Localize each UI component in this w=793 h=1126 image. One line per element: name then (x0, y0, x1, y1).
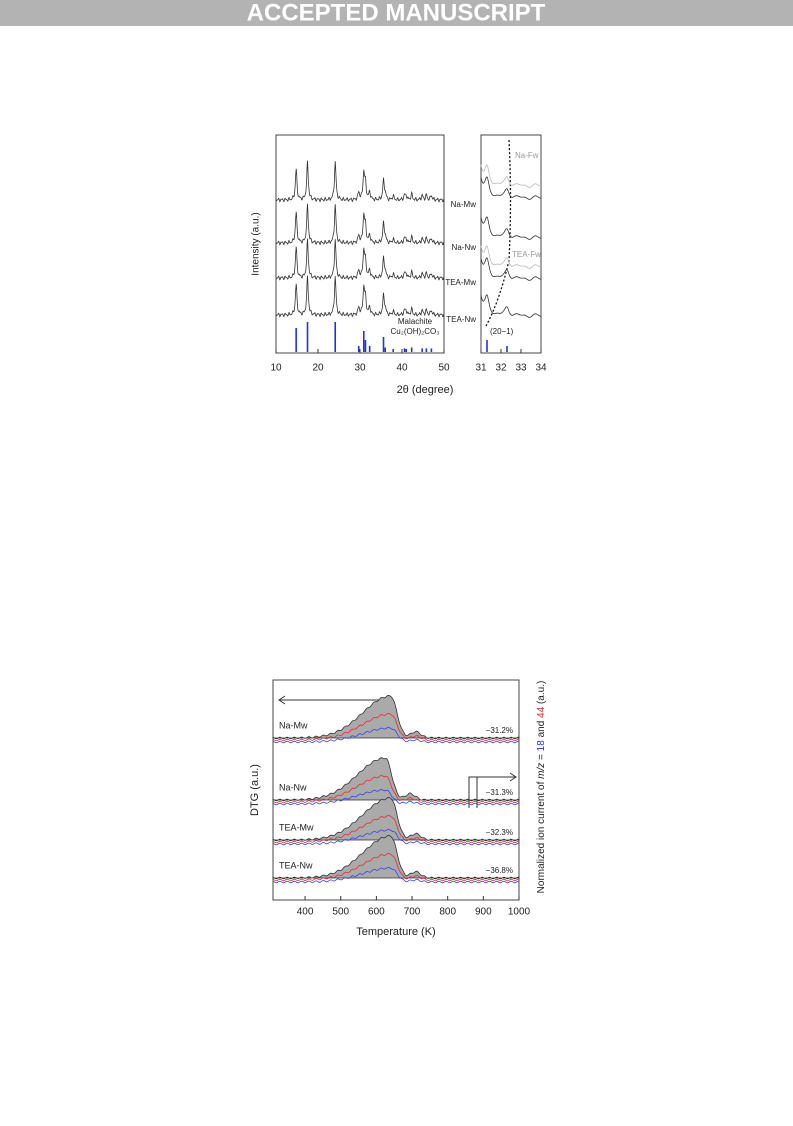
x-tick-label: 40 (396, 363, 408, 374)
ion-current-44 (272, 852, 520, 882)
xrd-pattern (275, 275, 445, 318)
reference-stick (306, 322, 309, 352)
reflection-label: (20−1) (490, 327, 514, 336)
reference-stick (403, 348, 406, 352)
ion-current-44 (272, 814, 520, 844)
x-tick-label: 900 (475, 907, 492, 918)
axis-arrow (278, 695, 385, 705)
x-tick-label: 400 (297, 907, 314, 918)
reference-stick (362, 331, 365, 352)
xrd-pattern (480, 176, 542, 200)
reference-stick (364, 340, 367, 352)
reference-stick (425, 348, 428, 352)
dtg-curve (272, 757, 520, 802)
axis-arrow (468, 772, 517, 808)
ion-current-18 (272, 726, 520, 744)
x-tick-label: 10 (270, 363, 282, 374)
x-axis-label: 2θ (degree) (397, 384, 454, 396)
x-tick-label: 20 (312, 363, 324, 374)
label-part: m/z (536, 763, 547, 779)
y2-axis-label: Normalized ion current of m/z = 18 and 4… (536, 681, 547, 894)
label-part: and (536, 718, 547, 740)
x-tick-label: 34 (535, 363, 547, 374)
x-tick-label: 700 (404, 907, 421, 918)
xrd-pattern (480, 294, 542, 318)
xrd-pattern (275, 238, 445, 281)
xrd-pattern (480, 257, 542, 281)
x-tick-label: 30 (354, 363, 366, 374)
mass-loss-label: −32.3% (486, 828, 513, 837)
label-part: 44 (536, 706, 547, 718)
ion-current-18 (272, 788, 520, 806)
xrd-pattern (480, 216, 542, 240)
inset-sample-label: TEA-Fw (512, 250, 541, 259)
reference-stick (506, 346, 508, 352)
x-tick-label: 50 (438, 363, 450, 374)
y-axis-label: DTG (a.u.) (249, 764, 261, 816)
dtg-frame (272, 679, 520, 901)
sample-label: Na-Mw (451, 200, 477, 209)
inset-sample-label: Na-Fw (515, 151, 539, 160)
label-part: = (536, 751, 547, 762)
sample-label: TEA-Nw (279, 860, 313, 870)
mass-loss-label: −36.8% (486, 866, 513, 875)
xrd-pattern (480, 245, 542, 269)
ion-current-18 (272, 866, 520, 884)
shift-guide (485, 139, 512, 327)
x-tick-label: 1000 (508, 907, 531, 918)
x-tick-label: 600 (368, 907, 385, 918)
reference-stick (382, 337, 385, 352)
label-part: (a.u.) (536, 681, 547, 707)
y-axis-label: Intensity (a.u.) (251, 212, 262, 275)
reference-stick (392, 349, 394, 352)
label-part: Normalized ion current of (536, 779, 547, 894)
xrd-pattern (275, 160, 445, 203)
sample-label: Na-Nw (279, 782, 307, 792)
mass-loss-label: −31.3% (486, 788, 513, 797)
x-tick-label: 32 (495, 363, 507, 374)
mass-loss-label: −31.2% (486, 726, 513, 735)
ion-current-44 (272, 775, 520, 804)
reference-stick (486, 340, 488, 352)
sample-label: TEA-Mw (279, 822, 314, 832)
sample-label: TEA-Nw (446, 315, 476, 324)
xrd-pattern (480, 164, 542, 188)
xrd-pattern (275, 203, 445, 246)
reference-name: Malachite (398, 317, 433, 326)
dtg-curve (272, 694, 520, 740)
reference-stick (405, 349, 407, 352)
ion-current-18 (272, 828, 520, 846)
x-tick-label: 800 (439, 907, 456, 918)
reference-stick (421, 348, 423, 352)
reference-formula: Cu₂(OH)₂CO₃ (390, 327, 439, 336)
label-part: 18 (536, 740, 547, 752)
banner (0, 0, 793, 26)
sample-label: Na-Mw (279, 720, 308, 730)
sample-label: Na-Nw (452, 243, 477, 252)
reference-stick (384, 347, 386, 352)
reference-stick (410, 347, 413, 352)
dtg-curve (272, 834, 520, 880)
reference-stick (430, 348, 433, 352)
reference-stick (295, 328, 297, 352)
x-tick-label: 31 (475, 363, 487, 374)
dtg-curve (272, 796, 520, 842)
sample-label: TEA-Mw (445, 278, 476, 287)
reference-stick (357, 346, 360, 352)
x-tick-label: 500 (332, 907, 349, 918)
ion-current-44 (272, 712, 520, 742)
reference-stick (368, 346, 371, 352)
banner-text: ACCEPTED MANUSCRIPT (247, 0, 546, 26)
reference-stick (334, 322, 337, 352)
xrd-inset-frame (480, 134, 542, 354)
x-tick-label: 33 (515, 363, 527, 374)
x-axis-label: Temperature (K) (356, 926, 435, 938)
